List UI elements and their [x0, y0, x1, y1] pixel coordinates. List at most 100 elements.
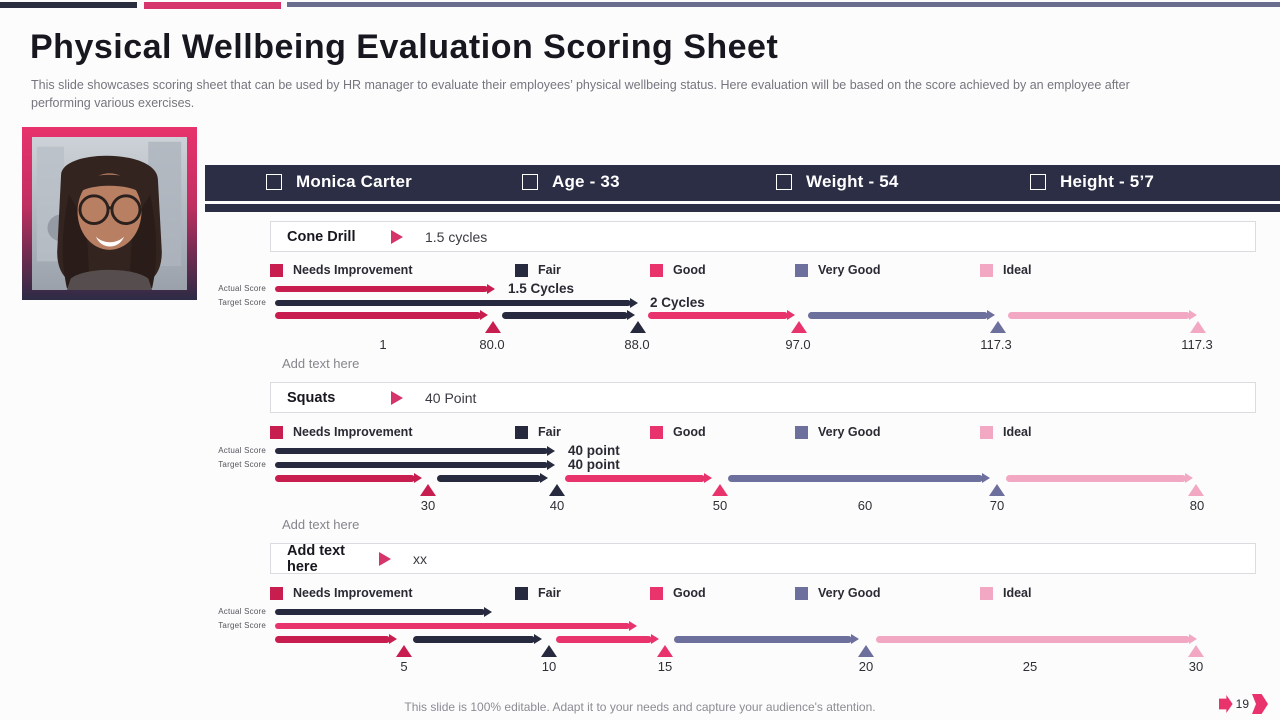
target-score-label: Target Score — [218, 460, 266, 469]
axis-tick: 50 — [712, 498, 728, 513]
marker-triangle — [1190, 321, 1206, 333]
profile-name-label: Monica Carter — [296, 172, 412, 191]
profile-item-weight: Weight - 54 — [776, 172, 899, 192]
axis-tick: 10 — [541, 659, 557, 674]
profile-height-label: Height - 5’7 — [1060, 172, 1155, 191]
band-good — [648, 310, 795, 320]
band-very-good — [674, 634, 859, 644]
profile-item-age: Age - 33 — [522, 172, 620, 192]
axis-tick: 117.3 — [1181, 337, 1213, 352]
checkbox-icon — [522, 174, 538, 190]
legend-good: Good — [650, 263, 706, 277]
actual-score-label: Actual Score — [218, 446, 266, 455]
checkbox-icon — [1030, 174, 1046, 190]
exercise-name: Add text here — [287, 542, 345, 575]
actual-score-bar — [275, 284, 495, 294]
legend-good: Good — [650, 425, 706, 439]
profile-age-label: Age - 33 — [552, 172, 620, 191]
exercise-value[interactable]: xx — [413, 550, 427, 567]
play-icon — [391, 390, 403, 405]
topbar-segment-dark — [0, 2, 137, 8]
legend-ideal: Ideal — [980, 263, 1032, 277]
exercise-title-box-custom[interactable]: Add text here xx — [270, 542, 1256, 575]
band-ideal — [1006, 473, 1193, 483]
page-number: 19 — [1235, 697, 1249, 711]
legend-swatch — [795, 425, 808, 439]
checkbox-icon — [266, 174, 282, 190]
band-very-good — [808, 310, 995, 320]
legend-ideal: Ideal — [980, 586, 1032, 600]
target-score-bar — [275, 621, 637, 631]
profile-bar — [205, 165, 1280, 201]
play-icon — [379, 551, 391, 566]
band-good — [556, 634, 659, 644]
axis-tick: 117.3 — [980, 337, 1012, 352]
topbar-segment-slate — [287, 2, 1280, 7]
marker-triangle — [858, 645, 874, 657]
axis-tick: 97.0 — [785, 337, 811, 352]
actual-score-bar — [275, 446, 555, 456]
marker-triangle — [485, 321, 501, 333]
marker-triangle — [420, 484, 436, 496]
play-icon — [391, 229, 403, 244]
actual-score-label: Actual Score — [218, 284, 266, 293]
footer-note: This slide is 100% editable. Adapt it to… — [404, 700, 876, 714]
band-ideal — [876, 634, 1197, 644]
band-needs-improvement — [275, 634, 397, 644]
legend-needs-improvement: Needs Improvement — [270, 263, 412, 277]
marker-triangle — [1188, 645, 1204, 657]
legend-fair: Fair — [515, 586, 561, 600]
target-score-label: Target Score — [218, 298, 266, 307]
actual-score-value: 1.5 Cycles — [508, 281, 575, 296]
axis-tick: 25 — [1022, 659, 1038, 674]
axis-tick: 80 — [1189, 498, 1205, 513]
checkbox-icon — [776, 174, 792, 190]
exercise-value: 1.5 cycles — [425, 228, 488, 245]
legend-fair: Fair — [515, 263, 561, 277]
actual-score-value: 40 point — [568, 443, 620, 458]
legend-swatch — [515, 425, 528, 439]
marker-triangle — [396, 645, 412, 657]
target-score-bar — [275, 298, 638, 308]
exercise-title-box-cone-drill[interactable]: Cone Drill 1.5 cycles — [270, 221, 1256, 252]
legend-very-good: Very Good — [795, 425, 881, 439]
actual-score-label: Actual Score — [218, 607, 266, 616]
axis-tick: 60 — [857, 498, 873, 513]
profile-bar-underline — [205, 204, 1280, 212]
exercise-title-box-squats[interactable]: Squats 40 Point — [270, 382, 1256, 413]
target-score-bar — [275, 460, 555, 470]
legend-swatch — [270, 263, 283, 277]
page-subtitle: This slide showcases scoring sheet that … — [31, 76, 1211, 112]
axis-tick: 30 — [1188, 659, 1204, 674]
axis-tick: 15 — [657, 659, 673, 674]
axis-tick: 80.0 — [479, 337, 505, 352]
add-text-placeholder[interactable]: Add text here — [282, 356, 360, 371]
axis-tick: 5 — [400, 659, 408, 674]
target-score-value: 2 Cycles — [650, 295, 705, 310]
subtitle-line2: performing various exercises. — [31, 96, 195, 111]
target-score-value: 40 point — [568, 457, 620, 472]
legend-needs-improvement: Needs Improvement — [270, 425, 412, 439]
band-very-good — [728, 473, 990, 483]
band-fair — [437, 473, 548, 483]
legend-good: Good — [650, 586, 706, 600]
legend-swatch — [515, 586, 528, 600]
marker-triangle — [657, 645, 673, 657]
axis-tick: 1 — [379, 337, 387, 352]
employee-photo — [32, 137, 187, 290]
band-ideal — [1008, 310, 1197, 320]
legend-fair: Fair — [515, 425, 561, 439]
marker-triangle — [549, 484, 565, 496]
profile-weight-label: Weight - 54 — [806, 172, 899, 191]
axis-tick: 30 — [420, 498, 436, 513]
legend-swatch — [795, 586, 808, 600]
legend-swatch — [515, 263, 528, 277]
marker-triangle — [1188, 484, 1204, 496]
add-text-placeholder[interactable]: Add text here — [282, 517, 360, 532]
band-fair — [413, 634, 542, 644]
legend-swatch — [650, 586, 663, 600]
page-number-widget: 19 — [1218, 694, 1268, 714]
employee-photo-frame — [22, 127, 197, 300]
marker-triangle — [990, 321, 1006, 333]
